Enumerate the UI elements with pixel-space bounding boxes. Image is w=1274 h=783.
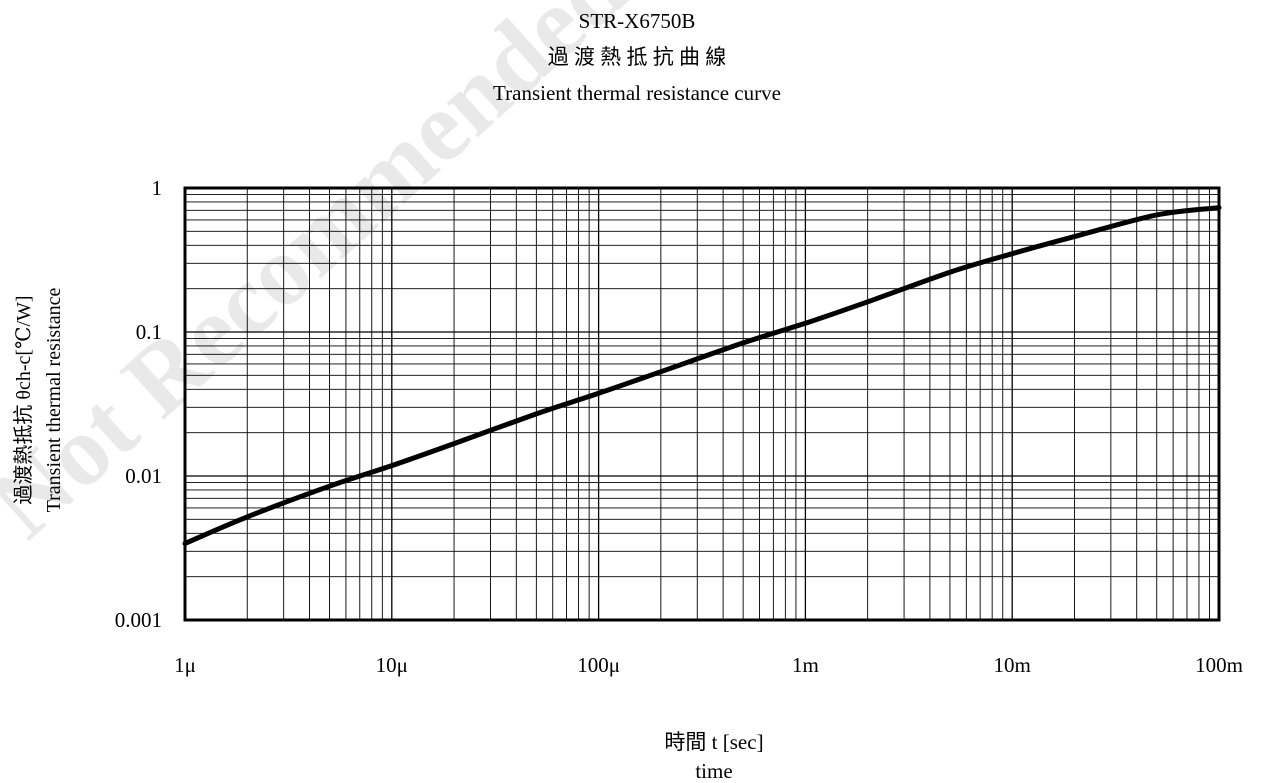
y-axis-label-jp: 過渡熱抵抗 θch-c[℃/W] <box>12 295 35 504</box>
plot-frame <box>183 186 1221 622</box>
y-tick-label: 0.1 <box>136 320 162 344</box>
series-layer <box>182 205 1222 546</box>
x-axis-label: time <box>695 759 732 783</box>
y-tick-label: 0.01 <box>125 464 162 488</box>
y-axis-label: Transient thermal resistance <box>43 288 65 513</box>
x-tick-label: 10μ <box>376 653 408 677</box>
y-tick-labels: 0.001 0.01 0.1 1 <box>115 176 162 632</box>
x-tick-label: 10m <box>994 653 1031 677</box>
x-tick-label: 100m <box>1195 653 1243 677</box>
x-tick-label: 100μ <box>577 653 620 677</box>
y-tick-label: 0.001 <box>115 608 162 632</box>
chart-subtitle: Transient thermal resistance curve <box>493 81 781 105</box>
chart-title: STR-X6750B <box>579 9 696 33</box>
x-tick-labels: 1μ 10μ 100μ 1m 10m 100m <box>174 653 1243 677</box>
x-axis-label-jp: 時間 t [sec] <box>664 730 763 754</box>
series-line <box>182 205 1222 546</box>
grid-lines <box>185 188 1219 620</box>
x-tick-label: 1m <box>792 653 819 677</box>
x-tick-label: 1μ <box>174 653 196 677</box>
chart-subtitle-jp: 過 渡 熱 抵 抗 曲 線 <box>548 45 727 69</box>
y-tick-label: 1 <box>152 176 163 200</box>
